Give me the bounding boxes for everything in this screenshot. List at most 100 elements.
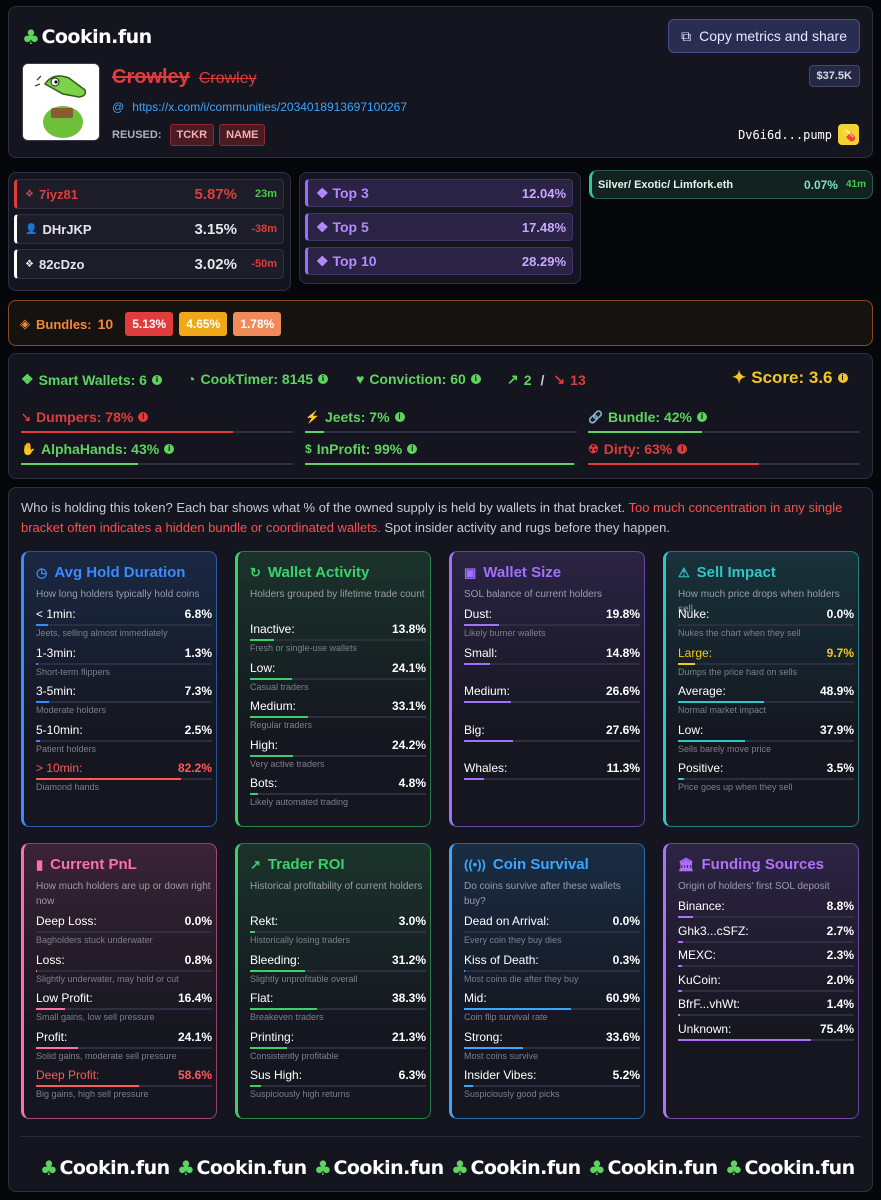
holder-row[interactable]: 👤 DHrJKP 3.15% -38m: [14, 214, 284, 244]
copy-metrics-button[interactable]: ⧉ Copy metrics and share: [668, 19, 860, 53]
at-icon: @: [112, 100, 125, 114]
holder-time: 23m: [254, 188, 277, 200]
info-icon[interactable]: i: [138, 412, 149, 422]
metric-alphahands: ✋ AlphaHands: 43% i: [21, 441, 175, 457]
paw-icon: ❖: [21, 371, 34, 387]
bracket-bar-fill: [678, 1014, 681, 1016]
bracket-bar: [678, 989, 854, 992]
bracket-note: Price goes up when they sell: [678, 782, 793, 792]
panel-coin-survival: ((•)) Coin Survival Do coins survive after…: [449, 843, 645, 1119]
info-icon[interactable]: i: [677, 444, 688, 454]
footer-brand-logo: ♣ Cookin.fun: [725, 1156, 855, 1180]
top10-pct: 28.29%: [521, 253, 566, 269]
panel-subtitle: How much price drops when holders sell: [678, 589, 840, 615]
info-icon[interactable]: i: [407, 444, 418, 454]
bracket-row: Large: 9.7%: [678, 645, 854, 660]
bracket-bar-fill: [36, 1008, 65, 1010]
bracket-bar: [250, 793, 426, 795]
top5-label: ❖ Top 5: [316, 218, 369, 235]
metric-bar-fill: [21, 431, 234, 433]
top5-row: ❖ Top 5 17.48%: [305, 213, 573, 241]
info-icon[interactable]: i: [151, 374, 162, 385]
bracket-note: Casual traders: [250, 681, 309, 692]
copy-icon: ⧉: [681, 27, 692, 44]
bracket-row: Loss: 0.8%: [36, 952, 212, 967]
holder-pct: 3.15%: [194, 220, 237, 238]
bracket-row: Low Profit: 16.4%: [36, 991, 212, 1005]
info-icon[interactable]: i: [318, 374, 329, 384]
bracket-note: Short-term flippers: [36, 666, 111, 677]
breakdown-description: Who is holding this token? Each bar show…: [21, 500, 843, 535]
bracket-bar: [250, 1046, 426, 1049]
community-link[interactable]: https://x.com/i/communities/203401891369…: [132, 100, 408, 114]
bracket-bar-fill: [250, 716, 309, 718]
top10-row: ❖ Top 10 28.29%: [305, 247, 573, 275]
bracket-row: 3-5min: 7.3%: [36, 684, 212, 698]
metric-bar-fill: [305, 463, 575, 465]
pill-icon[interactable]: 💊: [838, 124, 859, 145]
bracket-bar: [36, 662, 212, 665]
info-icon[interactable]: i: [394, 412, 405, 422]
panel-title: ↻ Wallet Activity: [250, 564, 370, 581]
bracket-row: Bots: 4.8%: [250, 776, 426, 790]
bracket-row: Kiss of Death: 0.3%: [464, 952, 640, 967]
bracket-bar-fill: [678, 940, 683, 943]
panel-wallet-activity: ↻ Wallet Activity Holders grouped by lifet…: [235, 551, 431, 827]
reused-tag-name: NAME: [219, 124, 266, 146]
dev-row[interactable]: Silver/ Exotic/ Limfork.eth 0.07% 41m: [589, 170, 873, 199]
bracket-bar-fill: [36, 1046, 79, 1049]
bracket-bar-fill: [250, 1085, 262, 1087]
reused-label: REUSED:: [112, 129, 162, 141]
holder-time: -38m: [251, 223, 277, 235]
bracket-note: Suspiciously good picks: [464, 1089, 560, 1099]
bracket-bar: [678, 739, 854, 742]
bracket-row: Unknown: 75.4%: [678, 1021, 854, 1036]
bracket-bar: [36, 931, 212, 933]
cooktimer-metric: ◔ CookTimer: 8145 i: [187, 371, 329, 387]
metric-inprofit: $ InProfit: 99% i: [305, 441, 418, 457]
info-icon[interactable]: i: [470, 374, 481, 384]
holder-row[interactable]: ❖ 7iyz81 5.87% 23m: [14, 179, 284, 209]
bracket-bar: [36, 1046, 212, 1049]
holder-row[interactable]: ❖ 82cDzo 3.02% -50m: [14, 249, 284, 279]
paw-icon: ❖: [25, 258, 34, 270]
bracket-bar: [464, 778, 640, 780]
box-icon: ◈: [20, 316, 30, 331]
top10-label: ❖ Top 10: [316, 252, 377, 269]
panel-current-pnl: ▮ Current PnL How much holders are up or d…: [21, 843, 217, 1119]
top5-pct: 17.48%: [521, 219, 566, 235]
info-icon[interactable]: i: [837, 373, 848, 383]
metric-dumpers: ↘ Dumpers: 78% i: [21, 409, 149, 425]
bracket-bar-fill: [250, 754, 293, 757]
bracket-row: Big: 27.6%: [464, 722, 640, 737]
panel-sell-impact: ⚠ Sell Impact How much price drops when ho…: [663, 551, 859, 827]
bracket-bar-fill: [464, 969, 465, 972]
chef-hat-icon: ♣: [22, 25, 40, 49]
dev-label: Silver/ Exotic/ Limfork.eth: [598, 178, 734, 191]
metric-bar: [305, 431, 577, 433]
metric-bar-fill: [305, 431, 325, 433]
bracket-bar: [678, 1038, 854, 1041]
bracket-bar-fill: [36, 778, 181, 780]
metric-bar: [21, 431, 293, 433]
bracket-row: Bleeding: 31.2%: [250, 952, 426, 967]
bracket-row: BfrF...vhWt: 1.4%: [678, 997, 854, 1011]
bracket-row: Inactive: 13.8%: [250, 622, 426, 636]
bracket-note: Historically losing traders: [250, 935, 351, 945]
reused-tag-tckr: TCKR: [169, 124, 215, 146]
token-avatar: [22, 63, 100, 141]
holder-time: -50m: [251, 258, 277, 270]
panel-funding-sources: 🏛 Funding Sources Origin of holders' first…: [663, 843, 859, 1119]
bracket-bar: [36, 1085, 212, 1087]
info-icon[interactable]: i: [696, 412, 707, 422]
bracket-bar: [36, 969, 212, 972]
top3-row: ❖ Top 3 12.04%: [305, 179, 573, 207]
bracket-bar: [464, 701, 640, 703]
contract-address[interactable]: Dv6i6d...pump: [738, 128, 832, 142]
bracket-bar: [250, 969, 426, 972]
holder-name: DHrJKP: [42, 221, 92, 237]
bracket-row: Sus High: 6.3%: [250, 1068, 426, 1082]
bracket-note: Likely automated trading: [250, 797, 349, 807]
bracket-note: Fresh or single-use wallets: [250, 643, 358, 653]
info-icon[interactable]: i: [164, 444, 175, 454]
